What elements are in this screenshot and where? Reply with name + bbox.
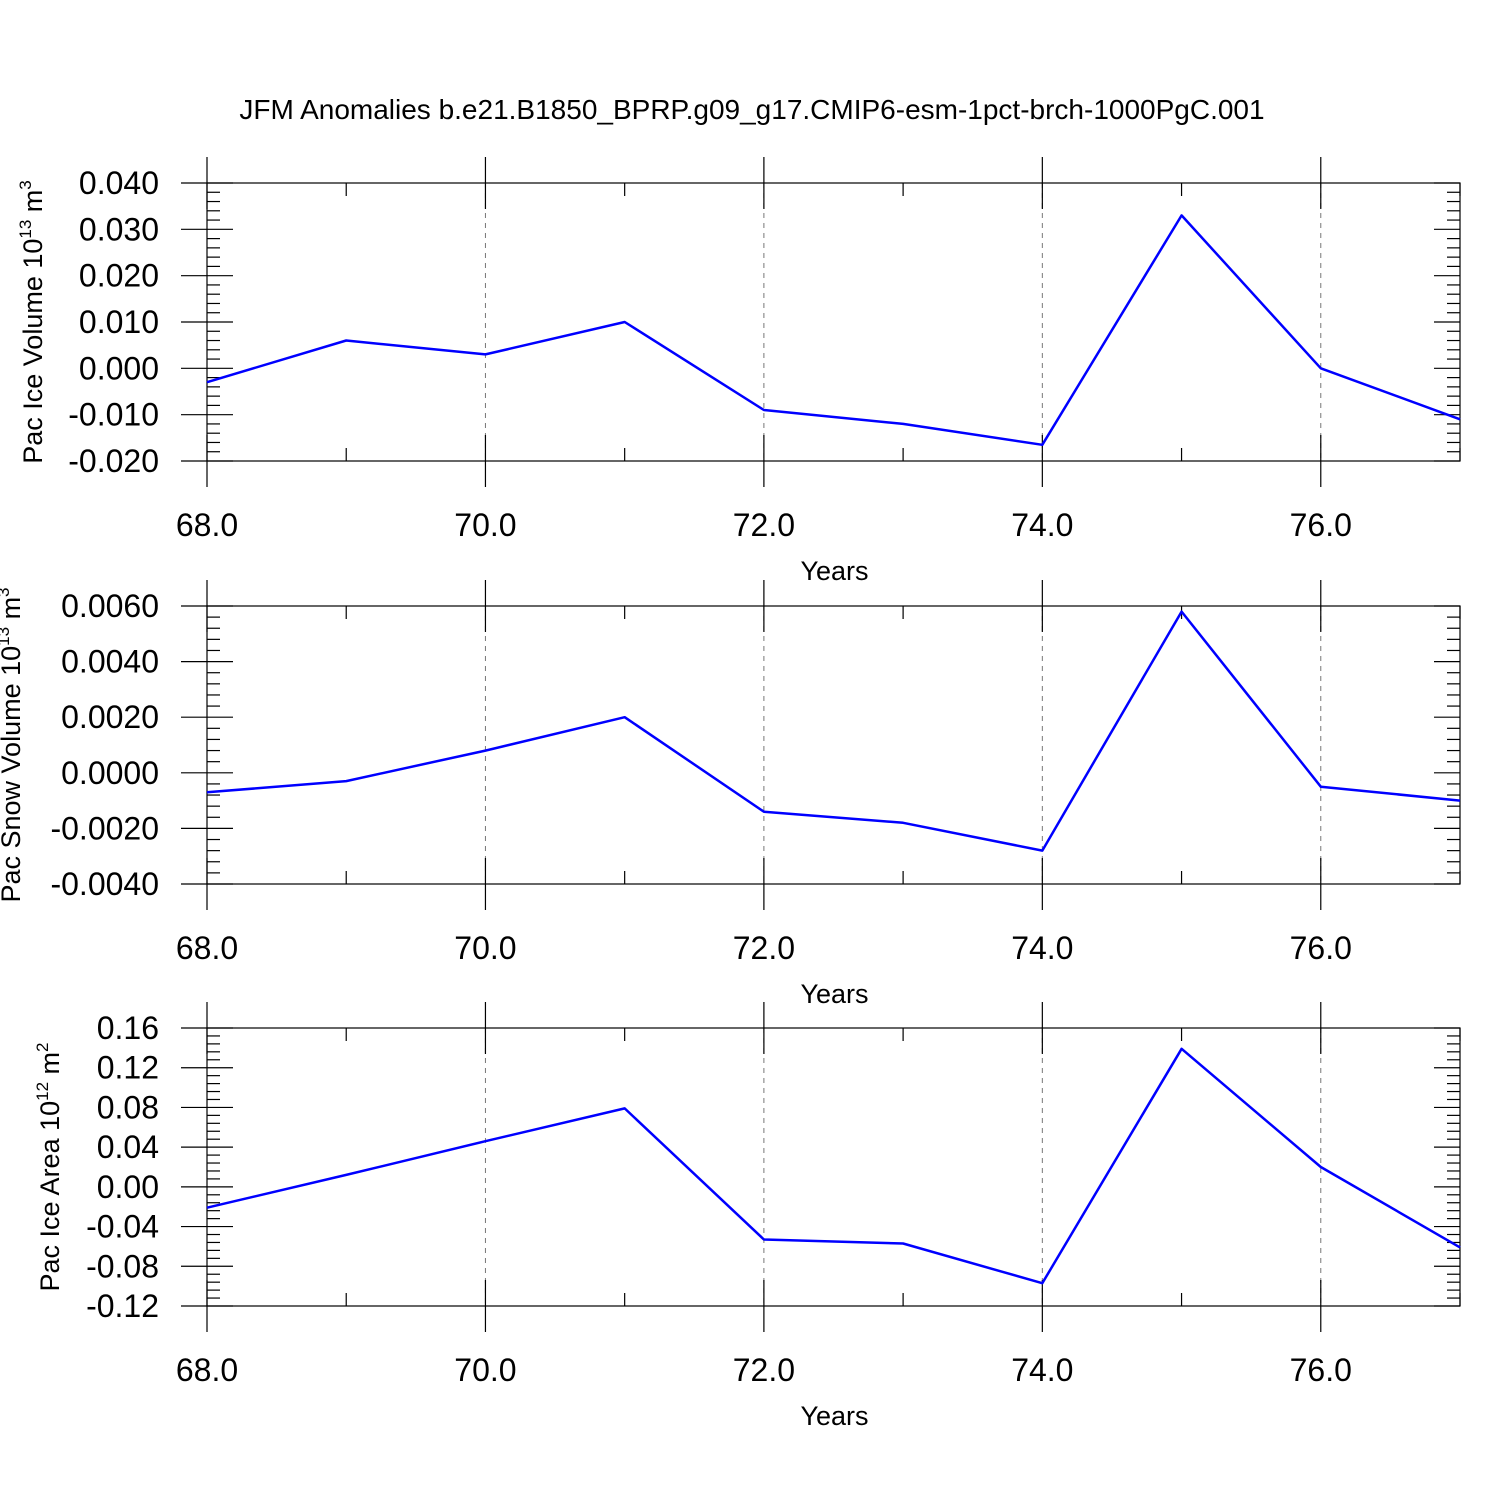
- y-tick-label: -0.04: [86, 1209, 159, 1245]
- x-tick-label: 70.0: [454, 507, 516, 543]
- panel-3: 68.0 70.0 72.0 74.0 76.0 -0.12 -0.08-0.04 0.00 0…: [33, 1002, 1461, 1431]
- panel-1: 68.0 70.0 72.0 74.0 76.0 -0.020 -0.010 0.000 0.0…: [16, 157, 1461, 586]
- y-tick-label: -0.020: [68, 443, 159, 479]
- x-tick-label: 76.0: [1290, 1352, 1352, 1388]
- x-axis-title: Years: [800, 1401, 868, 1431]
- y-tick-label: 0.030: [79, 211, 159, 247]
- x-tick-label: 68.0: [176, 507, 238, 543]
- plot-frame: [206, 182, 1461, 462]
- plot-frame: [206, 1027, 1461, 1307]
- y-tick-label: 0.0040: [61, 644, 159, 680]
- y-tick-label: 0.0020: [61, 699, 159, 735]
- y-tick-label: 0.0060: [61, 588, 159, 624]
- x-tick-label: 68.0: [176, 930, 238, 966]
- chart-title: JFM Anomalies b.e21.B1850_BPRP.g09_g17.C…: [239, 94, 1264, 125]
- x-axis-title: Years: [800, 979, 868, 1009]
- x-tick-label: 70.0: [454, 930, 516, 966]
- x-tick-label: 72.0: [733, 930, 795, 966]
- y-tick-label: 0.0000: [61, 755, 159, 791]
- y-tick-label: -0.0040: [50, 866, 159, 902]
- y-tick-label: 0.12: [97, 1050, 159, 1086]
- y-tick-label: -0.010: [68, 397, 159, 433]
- series-line: [206, 610, 1461, 852]
- x-tick-label: 76.0: [1290, 930, 1352, 966]
- y-axis-title: Pac Ice Volume 1013 m3: [16, 180, 48, 464]
- plot-frame: [206, 605, 1461, 885]
- x-tick-label: 74.0: [1011, 507, 1073, 543]
- y-tick-label: 0.04: [97, 1129, 159, 1165]
- y-tick-label: 0.040: [79, 165, 159, 201]
- series-line: [206, 214, 1461, 447]
- x-axis-title: Years: [800, 556, 868, 586]
- x-tick-label: 72.0: [733, 1352, 795, 1388]
- y-axis-title: Pac Ice Area 1012 m2: [33, 1042, 65, 1291]
- x-tick-label: 68.0: [176, 1352, 238, 1388]
- y-axis-title: Pac Snow Volume 1013 m3: [0, 587, 26, 902]
- y-tick-label: 0.08: [97, 1089, 159, 1125]
- x-tick-label: 76.0: [1290, 507, 1352, 543]
- y-tick-label: 0.16: [97, 1010, 159, 1046]
- series-line: [206, 1047, 1461, 1285]
- panel-2: 68.0 70.0 72.0 74.0 76.0 -0.0040 -0.0020 0.0000…: [0, 580, 1461, 1009]
- y-tick-label: 0.020: [79, 258, 159, 294]
- x-tick-label: 74.0: [1011, 930, 1073, 966]
- x-tick-label: 72.0: [733, 507, 795, 543]
- y-tick-label: -0.12: [86, 1288, 159, 1324]
- y-tick-label: -0.0020: [50, 810, 159, 846]
- x-tick-label: 70.0: [454, 1352, 516, 1388]
- y-tick-label: 0.000: [79, 350, 159, 386]
- x-tick-label: 74.0: [1011, 1352, 1073, 1388]
- y-tick-label: 0.00: [97, 1169, 159, 1205]
- y-tick-label: -0.08: [86, 1248, 159, 1284]
- y-tick-label: 0.010: [79, 304, 159, 340]
